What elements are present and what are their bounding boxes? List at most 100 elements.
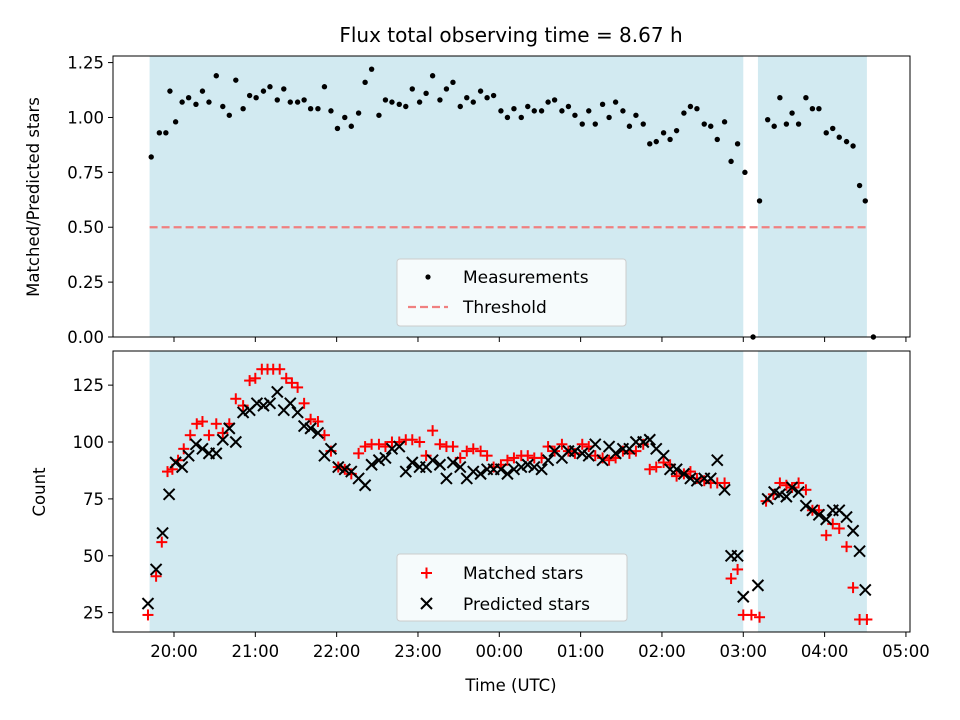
matched-star-point [833, 522, 845, 534]
bot-y-tick-label: 50 [83, 547, 104, 566]
measurement-point [504, 114, 511, 121]
legend-predicted-marker [420, 597, 433, 610]
predicted-star-point [365, 458, 378, 471]
predicted-star-point [535, 463, 548, 476]
measurement-point [179, 99, 185, 105]
measurement-point [518, 114, 524, 121]
measurement-point [565, 103, 572, 110]
matched-star-point [754, 611, 766, 623]
measurement-point [764, 116, 771, 123]
measurement-point [538, 108, 545, 114]
predicted-star-point [291, 406, 304, 419]
top-y-tick-label: 0.00 [67, 328, 104, 347]
matched-star-point [280, 372, 292, 384]
measurement-point [253, 95, 259, 101]
measurement-point [287, 99, 293, 105]
measurement-point [809, 105, 816, 112]
measurement-point [742, 169, 748, 176]
predicted-star-point [169, 456, 182, 469]
predicted-star-point [711, 454, 724, 467]
bot-y-tick-label: 125 [73, 376, 105, 395]
matched-star-point [522, 450, 534, 462]
predicted-star-point [859, 583, 872, 597]
top-y-tick-label: 0.25 [67, 273, 104, 292]
measurement-point [328, 108, 334, 114]
predicted-star-point [637, 435, 650, 449]
measurement-point [660, 130, 667, 136]
predicted-star-point [393, 440, 406, 453]
predicted-star-point [677, 467, 691, 481]
top-y-tick-label: 0.50 [67, 218, 104, 237]
matched-star-point [427, 425, 439, 437]
matched-star-point [210, 418, 222, 430]
top-legend: Measurements Threshold [396, 258, 627, 327]
predicted-star-point [271, 385, 284, 399]
measurement-point [830, 125, 836, 132]
measurement-point [334, 125, 341, 132]
measurement-point [653, 138, 659, 145]
measurement-point [260, 88, 267, 94]
measurement-point [559, 108, 565, 114]
matched-star-point [150, 570, 162, 582]
matched-star-point [725, 573, 737, 585]
measurement-point [206, 99, 212, 105]
measurement-point [281, 86, 287, 92]
measurement-point [362, 79, 368, 86]
matched-star-point [178, 443, 190, 455]
matched-star-point [542, 441, 554, 453]
measurement-point [681, 110, 687, 116]
bottom-legend-box [396, 553, 628, 622]
matched-star-point [312, 416, 324, 428]
matched-star-point [841, 541, 853, 553]
measurement-point [409, 86, 415, 92]
predicted-star-point [332, 460, 345, 474]
top-y-tick-label: 1.25 [67, 54, 104, 73]
measurement-point [579, 121, 585, 127]
predicted-star-point [684, 472, 697, 485]
predicted-star-point [297, 419, 311, 433]
top-plot-frame [112, 55, 911, 338]
measurement-point [423, 90, 429, 97]
predicted-star-point [806, 504, 819, 517]
predicted-star-point [141, 597, 155, 610]
bottom-legend: Matched stars Predicted stars [396, 553, 628, 622]
predicted-star-point [474, 467, 487, 481]
predicted-star-point [690, 474, 704, 487]
measurement-point [673, 127, 680, 134]
predicted-star-point [156, 526, 169, 540]
predicted-star-point [507, 463, 521, 476]
measurement-point [586, 108, 592, 114]
matched-star-point [650, 461, 662, 473]
measurement-point [389, 99, 395, 105]
matched-star-point [461, 445, 473, 457]
legend-matched-label: Matched stars [463, 564, 583, 584]
measurement-point [490, 92, 497, 99]
predicted-star-point [149, 563, 163, 576]
measurement-point [233, 77, 239, 83]
predicted-star-point [257, 399, 270, 412]
matched-star-point [820, 529, 832, 541]
matched-star-point [501, 454, 513, 466]
matched-star-point [298, 397, 310, 409]
measurement-point [477, 88, 484, 94]
predicted-star-point [846, 524, 860, 537]
measurement-point [599, 101, 606, 107]
measurement-point [701, 121, 707, 127]
legend-measurements-label: Measurements [463, 268, 589, 288]
measurement-point [156, 130, 163, 136]
matched-star-point [576, 438, 588, 450]
measurement-point [728, 158, 734, 165]
predicted-star-point [737, 590, 750, 603]
predicted-star-point [250, 397, 264, 410]
top-y-tick-label: 0.75 [67, 163, 104, 182]
measurement-point [199, 88, 206, 94]
measurement-point [172, 119, 179, 125]
matched-star-point [745, 609, 757, 621]
measurement-point [443, 86, 450, 92]
measurement-point [416, 99, 423, 105]
matched-star-point [292, 381, 304, 393]
bot-y-tick-label: 75 [83, 490, 104, 509]
measurement-point [771, 123, 777, 129]
measurement-point [626, 123, 633, 129]
measurement-point [148, 154, 154, 160]
